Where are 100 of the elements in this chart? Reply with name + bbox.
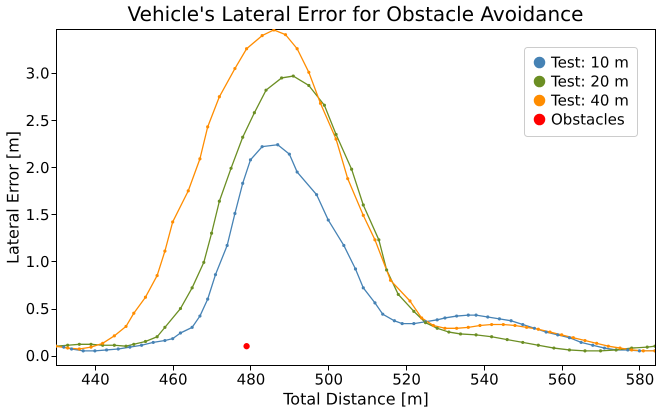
point (163, 338, 166, 342)
y-tick-label: 0.0 (26, 347, 50, 366)
point (307, 70, 310, 74)
point (156, 274, 159, 278)
point (140, 344, 144, 347)
legend-label: Test: 10 m (550, 54, 629, 72)
point (243, 343, 250, 350)
point (388, 278, 392, 282)
point (198, 314, 202, 318)
point (307, 84, 310, 88)
point (315, 193, 318, 196)
point (458, 332, 462, 336)
point (568, 348, 572, 352)
point (447, 330, 450, 334)
point (334, 138, 338, 141)
y-tick-label: 3.0 (26, 64, 50, 83)
point (580, 340, 583, 344)
point (638, 349, 642, 352)
point (252, 111, 256, 114)
point (572, 336, 575, 340)
point (490, 335, 494, 338)
point (292, 74, 295, 78)
y-tick-label: 2.5 (26, 112, 50, 130)
point (218, 95, 221, 98)
point (322, 104, 326, 107)
point (513, 324, 517, 328)
point (642, 349, 645, 352)
point (342, 244, 346, 248)
point (124, 324, 128, 328)
point (89, 346, 93, 349)
point (214, 273, 218, 276)
point (186, 189, 190, 192)
point (210, 232, 214, 235)
y-tick-label: 2.0 (26, 158, 50, 177)
point (171, 337, 174, 340)
point (112, 344, 116, 347)
point (245, 47, 248, 50)
point (206, 298, 210, 301)
y-tick-label: 1.5 (26, 206, 50, 224)
point (602, 346, 606, 350)
point (202, 260, 206, 264)
point (556, 333, 560, 336)
point (171, 220, 174, 224)
legend-label: Test: 40 m (550, 92, 629, 110)
x-tick-label: 500 (314, 370, 344, 388)
point (536, 328, 540, 331)
x-tick-label: 540 (470, 370, 499, 388)
point (552, 346, 556, 350)
point (436, 318, 439, 322)
point (280, 76, 284, 80)
point (326, 218, 330, 222)
point (206, 125, 210, 128)
point (478, 324, 482, 328)
point (272, 29, 276, 32)
point (264, 88, 268, 92)
point (498, 317, 501, 320)
point (618, 346, 622, 350)
point (412, 322, 416, 326)
point (373, 238, 377, 242)
point (241, 136, 244, 139)
point (190, 286, 194, 290)
point (362, 214, 365, 217)
point (334, 132, 338, 136)
chart-title: Vehicle's Lateral Error for Obstacle Avoidance (128, 2, 584, 26)
point (455, 314, 458, 318)
x-tick-label: 580 (626, 370, 654, 388)
point (132, 312, 136, 315)
point (536, 344, 540, 347)
x-tick-label: 480 (236, 370, 266, 388)
point (70, 347, 74, 351)
point (163, 250, 166, 253)
point (66, 344, 70, 347)
point (420, 316, 424, 320)
y-tick-label: 1.0 (26, 252, 50, 271)
point (354, 267, 358, 271)
point (486, 315, 490, 319)
point (474, 314, 478, 317)
point (591, 344, 594, 347)
point (373, 301, 377, 304)
point (392, 319, 396, 322)
point (178, 306, 182, 310)
point (400, 322, 404, 326)
point (104, 348, 108, 352)
point (432, 324, 435, 328)
point (521, 322, 524, 326)
y-tick-label: 0.5 (26, 300, 50, 318)
point (544, 330, 548, 334)
point (350, 168, 354, 171)
point (506, 338, 509, 342)
point (132, 342, 136, 346)
point (466, 314, 470, 317)
point (646, 346, 649, 349)
point (362, 203, 365, 207)
point (233, 66, 237, 70)
point (226, 244, 229, 248)
point (116, 347, 120, 351)
point (548, 330, 552, 334)
point (521, 340, 524, 344)
y-axis-title: Lateral Error [m] (4, 131, 23, 264)
point (408, 299, 412, 303)
